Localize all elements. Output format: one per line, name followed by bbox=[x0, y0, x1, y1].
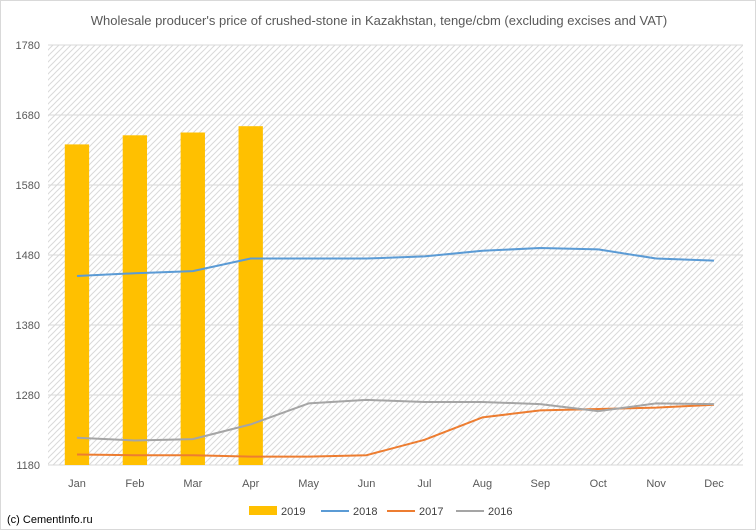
line-series-2016 bbox=[76, 398, 715, 442]
x-tick-label: Mar bbox=[183, 478, 202, 490]
x-tick-label: Nov bbox=[646, 478, 666, 490]
y-tick-label: 1680 bbox=[16, 110, 40, 122]
x-axis-ticks: Jan Feb Mar Apr May Jun Jul Aug Sep Oct Nov Dec bbox=[68, 478, 724, 490]
line-series-2017 bbox=[76, 403, 715, 458]
bar-2019-jan bbox=[64, 144, 90, 465]
gridlines bbox=[48, 44, 743, 466]
x-tick-label: Jan bbox=[68, 478, 86, 490]
x-tick-label: May bbox=[298, 478, 319, 490]
bar-2019-feb bbox=[122, 135, 148, 466]
bar-2019-apr bbox=[238, 126, 263, 465]
legend-label-2017: 2017 bbox=[419, 506, 443, 518]
x-tick-label: Aug bbox=[473, 478, 493, 490]
x-tick-label: Sep bbox=[531, 478, 551, 490]
x-tick-label: Oct bbox=[590, 478, 607, 490]
x-tick-label: Jun bbox=[358, 478, 376, 490]
y-tick-label: 1580 bbox=[16, 180, 40, 192]
y-tick-label: 1380 bbox=[16, 320, 40, 332]
legend-label-2018: 2018 bbox=[353, 506, 377, 518]
legend-label-2016: 2016 bbox=[488, 506, 512, 518]
x-tick-label: Dec bbox=[704, 478, 724, 490]
x-tick-label: Apr bbox=[242, 478, 259, 490]
x-tick-label: Feb bbox=[125, 478, 144, 490]
y-tick-label: 1480 bbox=[16, 250, 40, 262]
y-tick-label: 1780 bbox=[16, 40, 40, 52]
footer-copyright: (c) CementInfo.ru bbox=[7, 514, 93, 526]
bars-2019 bbox=[64, 126, 263, 466]
legend-swatch-2019 bbox=[249, 506, 277, 515]
legend-label-2019: 2019 bbox=[281, 506, 305, 518]
chart-title: Wholesale producer's price of crushed-st… bbox=[91, 13, 667, 28]
lines bbox=[76, 247, 715, 458]
legend: 2019 2018 2017 2016 bbox=[249, 506, 512, 518]
y-tick-label: 1280 bbox=[16, 390, 40, 402]
line-series-2018 bbox=[76, 247, 715, 277]
x-tick-label: Jul bbox=[417, 478, 431, 490]
y-tick-label: 1180 bbox=[16, 460, 40, 472]
y-axis-ticks: 1180 1280 1380 1480 1580 1680 1780 bbox=[16, 40, 40, 472]
bar-2019-mar bbox=[180, 132, 205, 465]
